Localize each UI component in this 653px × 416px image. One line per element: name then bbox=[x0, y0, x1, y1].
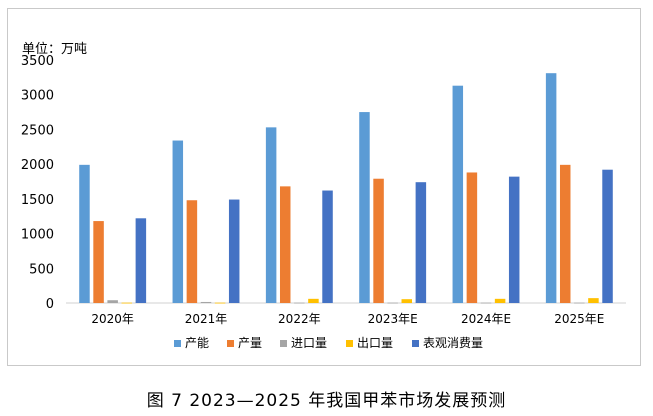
legend-swatch bbox=[280, 340, 287, 347]
bar-5 bbox=[508, 176, 520, 303]
x-tick-label: 2024年E bbox=[461, 312, 511, 326]
x-tick-label: 2022年 bbox=[278, 312, 321, 326]
y-tick-label: 1500 bbox=[21, 193, 54, 208]
bar-3 bbox=[387, 302, 398, 304]
bar-4 bbox=[308, 298, 319, 303]
bar-5 bbox=[322, 190, 333, 303]
bar-1 bbox=[359, 112, 370, 303]
bar-4 bbox=[214, 302, 226, 304]
y-tick-label: 1000 bbox=[21, 228, 54, 243]
bar-4 bbox=[588, 298, 599, 303]
y-tick-label: 3500 bbox=[21, 54, 54, 69]
legend-label: 表观消费量 bbox=[423, 336, 483, 350]
y-tick-label: 500 bbox=[29, 262, 54, 277]
bar-2 bbox=[186, 200, 198, 303]
bar-1 bbox=[452, 85, 464, 303]
bar-3 bbox=[200, 301, 212, 303]
legend-swatch bbox=[227, 340, 234, 347]
y-tick-label: 2500 bbox=[21, 123, 54, 138]
chart-frame bbox=[7, 8, 641, 366]
legend-label: 出口量 bbox=[357, 336, 393, 350]
x-tick-label: 2020年 bbox=[91, 312, 134, 326]
x-tick-label: 2021年 bbox=[185, 312, 228, 326]
bar-2 bbox=[279, 186, 291, 303]
bar-1 bbox=[79, 164, 90, 303]
bar-2 bbox=[93, 221, 104, 303]
bar-3 bbox=[294, 302, 305, 304]
y-unit-label: 单位：万吨 bbox=[22, 42, 88, 57]
legend-label: 产量 bbox=[238, 336, 262, 350]
legend-label: 产能 bbox=[185, 336, 209, 350]
bar-4 bbox=[494, 298, 506, 303]
bar-chart: 0 500 1000 1500 2000 2500 3000 3500 2020年 2021年 20… bbox=[21, 54, 626, 350]
figure-caption: 图 7 2023—2025 年我国甲苯市场发展预测 bbox=[146, 391, 507, 411]
legend-swatch bbox=[174, 340, 181, 347]
bar-1 bbox=[545, 73, 557, 303]
y-tick-label: 2000 bbox=[21, 158, 54, 173]
bar-2 bbox=[559, 164, 571, 303]
y-tick-label: 0 bbox=[46, 297, 54, 312]
bar-2 bbox=[466, 172, 478, 303]
bar-5 bbox=[415, 182, 427, 303]
bar-5 bbox=[135, 218, 147, 303]
bar-3 bbox=[107, 300, 118, 303]
bar-5 bbox=[602, 169, 613, 303]
x-tick-label: 2023年E bbox=[368, 312, 418, 326]
bar-1 bbox=[265, 127, 277, 304]
legend-label: 进口量 bbox=[291, 336, 327, 350]
bar-5 bbox=[228, 199, 240, 303]
bar-3 bbox=[480, 302, 492, 304]
x-tick-label: 2025年E bbox=[554, 312, 604, 326]
bar-2 bbox=[373, 178, 384, 303]
bar-4 bbox=[121, 302, 133, 304]
y-tick-label: 3000 bbox=[21, 89, 54, 104]
bar-4 bbox=[401, 299, 413, 303]
bar-3 bbox=[574, 302, 585, 304]
bar-1 bbox=[172, 140, 184, 303]
legend-swatch bbox=[346, 340, 353, 347]
legend-swatch bbox=[412, 340, 419, 347]
